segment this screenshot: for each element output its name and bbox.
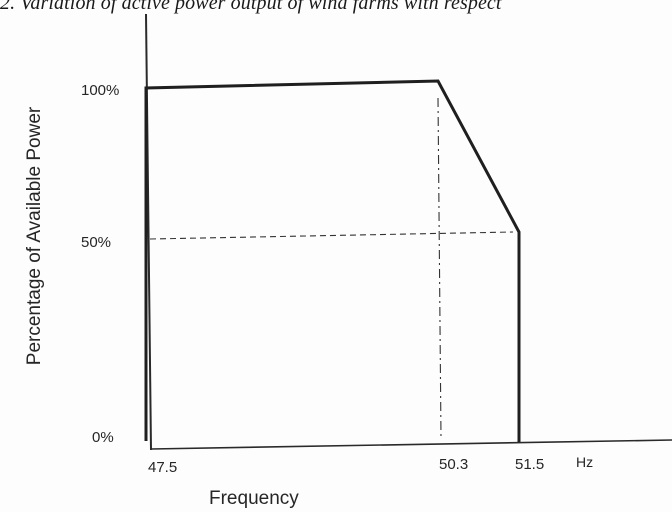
x-axis-title: Frequency — [209, 488, 299, 509]
y-axis-title: Percentage of Available Power — [24, 106, 45, 365]
y-tick-label-50: 50% — [81, 234, 111, 251]
reference-line-vertical — [437, 97, 442, 439]
x-tick-label-51-5: 51.5 — [515, 456, 544, 473]
series-line — [144, 79, 521, 442]
x-tick-label-47-5: 47.5 — [148, 459, 177, 476]
y-tick-label-0: 0% — [92, 429, 114, 446]
reference-line-horizontal — [149, 231, 514, 240]
y-tick-label-100: 100% — [81, 82, 119, 99]
x-tick-label-50-3: 50.3 — [439, 456, 468, 473]
chart-title: 2. Variation of active power output of w… — [0, 0, 502, 14]
x-axis — [150, 439, 672, 450]
x-unit-label: Hz — [576, 454, 593, 470]
data-points — [146, 81, 519, 442]
